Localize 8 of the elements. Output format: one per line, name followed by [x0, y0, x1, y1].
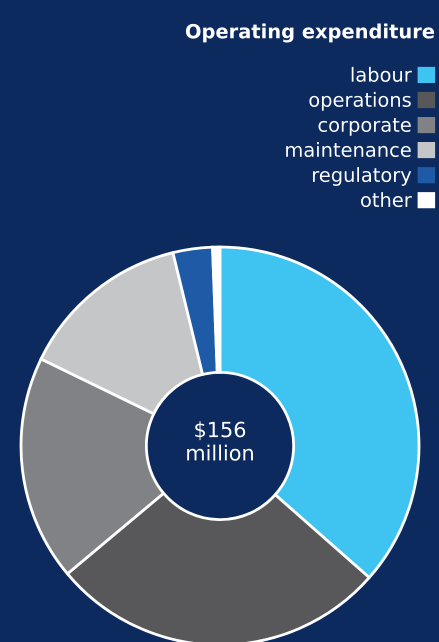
chart-title: Operating expenditure	[186, 24, 434, 42]
legend-label: other	[361, 192, 412, 208]
legend-label: labour	[352, 66, 412, 82]
legend-label: maintenance	[286, 142, 411, 158]
text: $156 million	[187, 421, 253, 461]
legend-label: operations	[309, 92, 411, 111]
legend-label: regulatory	[313, 167, 412, 186]
legend-label: corporate	[318, 118, 411, 136]
